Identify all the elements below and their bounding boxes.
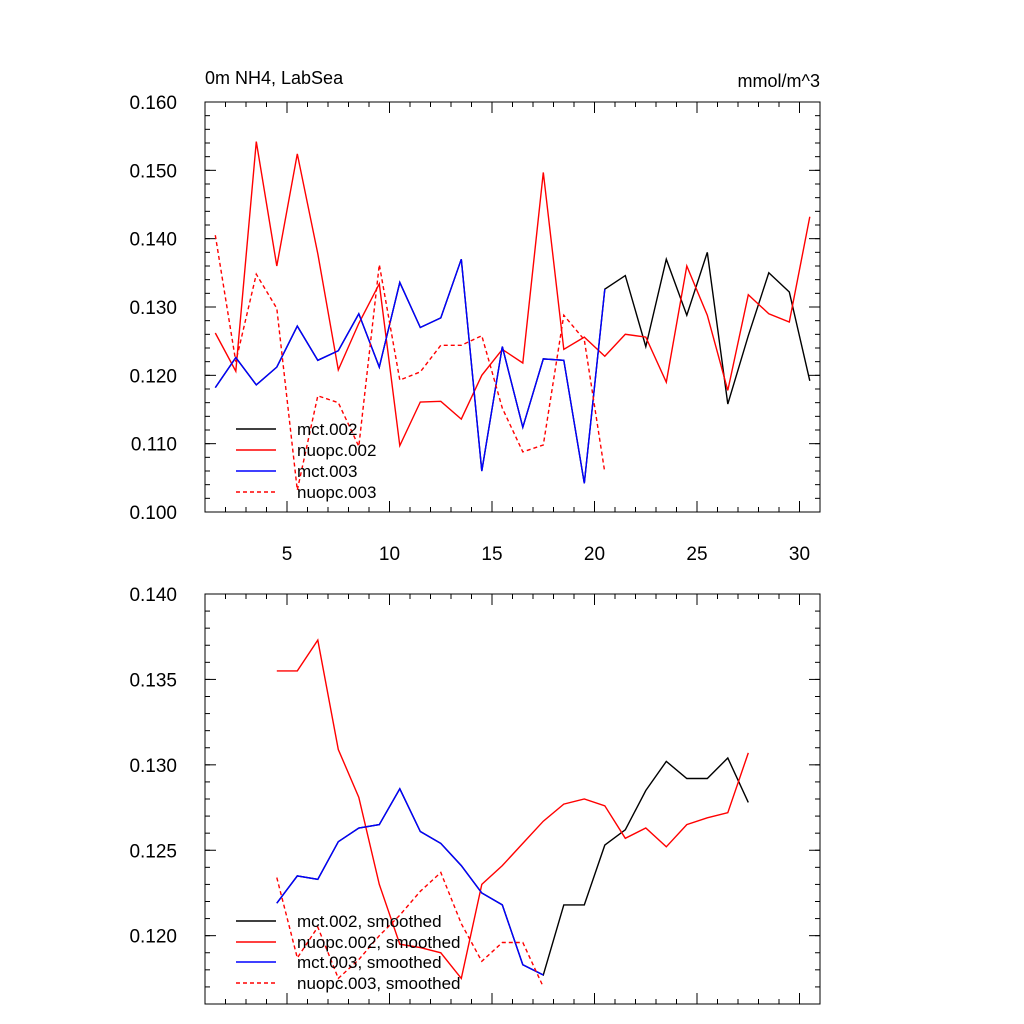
- top-panel-title: 0m NH4, LabSea: [205, 68, 344, 88]
- top-series-mct-003: [214, 258, 606, 484]
- top-x-tick-label: 30: [789, 544, 810, 565]
- top-legend-label: mct.002: [297, 420, 357, 439]
- top-legend-label: nuopc.002: [297, 441, 376, 460]
- bottom-y-tick-label: 0.135: [129, 670, 177, 691]
- top-legend-label: nuopc.003: [297, 483, 376, 502]
- top-x-tick-label: 20: [584, 544, 605, 565]
- bottom-series-nuopc-002-smoothed: [276, 638, 749, 980]
- bottom-y-tick-label: 0.125: [129, 841, 177, 862]
- bottom-y-tick-label: 0.140: [129, 585, 177, 606]
- top-series-nuopc-002: [214, 141, 811, 449]
- top-legend-label: mct.003: [297, 462, 357, 481]
- top-panel-units: mmol/m^3: [738, 71, 820, 91]
- top-y-tick-label: 0.160: [129, 93, 177, 114]
- bottom-panel: 0.120 0.125 0.130 0.135 0.140 mct.002, smooth…: [129, 585, 821, 1005]
- top-x-tick-label: 25: [686, 544, 707, 565]
- top-x-tick-label: 5: [282, 544, 293, 565]
- bottom-y-tick-label: 0.120: [129, 927, 177, 948]
- bottom-legend-label: mct.002, smoothed: [297, 912, 442, 931]
- top-y-tick-label: 0.140: [129, 230, 177, 251]
- top-x-tick-label: 10: [379, 544, 400, 565]
- bottom-series-nuopc-003-smoothed: [276, 871, 544, 988]
- bottom-legend-label: nuopc.002, smoothed: [297, 933, 461, 952]
- top-y-tick-label: 0.110: [131, 435, 177, 456]
- top-y-tick-label: 0.150: [129, 161, 177, 182]
- bottom-legend-label: nuopc.003, smoothed: [297, 974, 461, 993]
- top-y-tick-label: 0.100: [129, 503, 177, 524]
- top-x-tick-label: 15: [481, 544, 502, 565]
- bottom-legend-label: mct.003, smoothed: [297, 953, 442, 972]
- bottom-series-mct-003-smoothed: [276, 787, 544, 976]
- top-y-tick-label: 0.130: [129, 298, 177, 319]
- bottom-y-tick-label: 0.130: [129, 756, 177, 777]
- top-y-tick-label: 0.120: [129, 366, 177, 387]
- top-series-nuopc-003: [214, 235, 606, 491]
- top-panel: 0m NH4, LabSea mmol/m^3 5 10 15 20 25 30 0.100…: [129, 68, 821, 565]
